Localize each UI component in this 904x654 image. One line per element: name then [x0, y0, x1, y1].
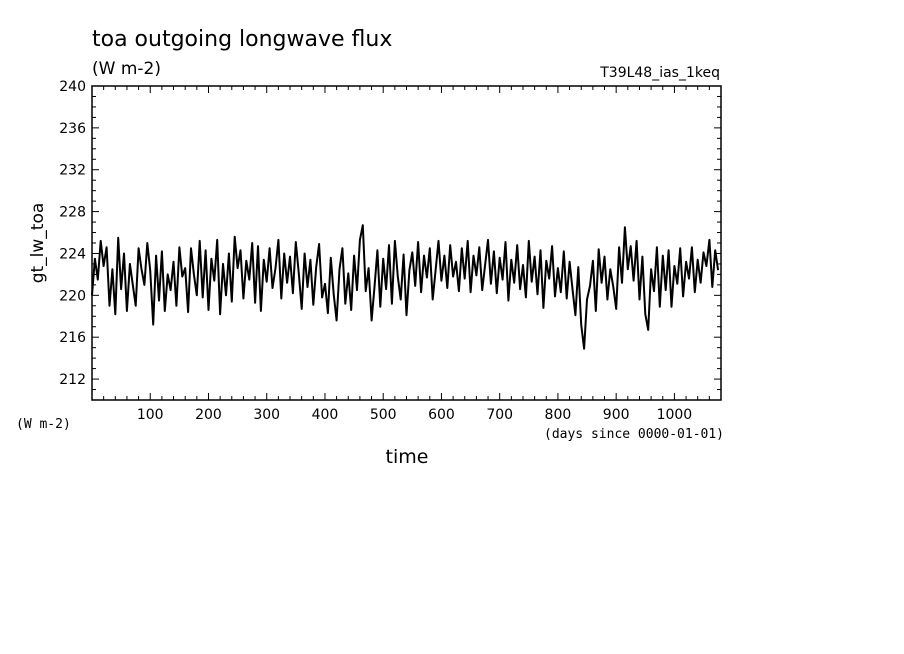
y-tick-label: 216	[59, 330, 86, 346]
y-tick-label: 220	[59, 288, 86, 304]
series-line	[91, 224, 720, 350]
x-tick-label: 700	[486, 407, 513, 423]
x-tick-label: 500	[370, 407, 397, 423]
y-tick-label: 224	[59, 246, 86, 262]
x-tick-label: 1000	[657, 407, 693, 423]
chart-subtitle-units: (W m-2)	[92, 59, 161, 79]
x-tick-label: 800	[545, 407, 572, 423]
y-tick-label: 232	[59, 163, 86, 179]
series-group	[91, 224, 720, 350]
x-axis-units: (days since 0000-01-01)	[544, 427, 724, 442]
y-axis-label: gt_lw_toa	[28, 203, 48, 284]
y-tick-label: 212	[59, 372, 86, 388]
x-tick-label: 600	[428, 407, 455, 423]
y-axis-units: (W m-2)	[16, 417, 71, 432]
x-tick-label: 100	[137, 407, 164, 423]
y-tick-label: 236	[59, 121, 86, 137]
y-axis-ticks: 212 216 220 224 228 232 236 240	[59, 79, 721, 401]
x-axis-label: time	[386, 446, 429, 468]
y-tick-label: 240	[59, 79, 86, 95]
x-tick-label: 300	[253, 407, 280, 423]
run-label: T39L48_ias_1keq	[599, 65, 720, 81]
x-tick-label: 400	[312, 407, 339, 423]
chart-title: toa outgoing longwave flux	[92, 27, 392, 52]
y-tick-label: 228	[59, 205, 86, 221]
x-tick-label: 900	[603, 407, 630, 423]
x-axis-ticks: 100 200 300 400 500 600 700 800 900 1000	[103, 86, 710, 423]
x-tick-label: 200	[195, 407, 222, 423]
